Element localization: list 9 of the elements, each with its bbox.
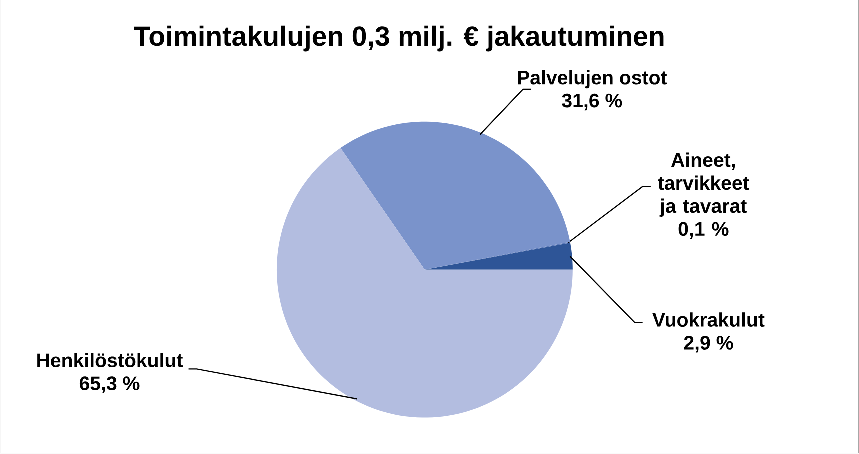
data-label: 65,3 % — [80, 376, 140, 394]
data-label: 2,9 % — [684, 336, 734, 354]
chart-title: Toimintakulujen 0,3 milj. € jakautuminen — [134, 26, 664, 52]
data-label: 31,6 % — [562, 94, 622, 111]
slice-label: Aineet, tarvikkeet ja tavarat — [658, 153, 750, 218]
slice-label: Palvelujen ostot — [518, 70, 668, 89]
slice-label: Vuokrakulut — [652, 312, 765, 328]
data-label: 0,1 % — [678, 222, 729, 240]
slice-label: Henkilöstökulut — [38, 353, 184, 368]
